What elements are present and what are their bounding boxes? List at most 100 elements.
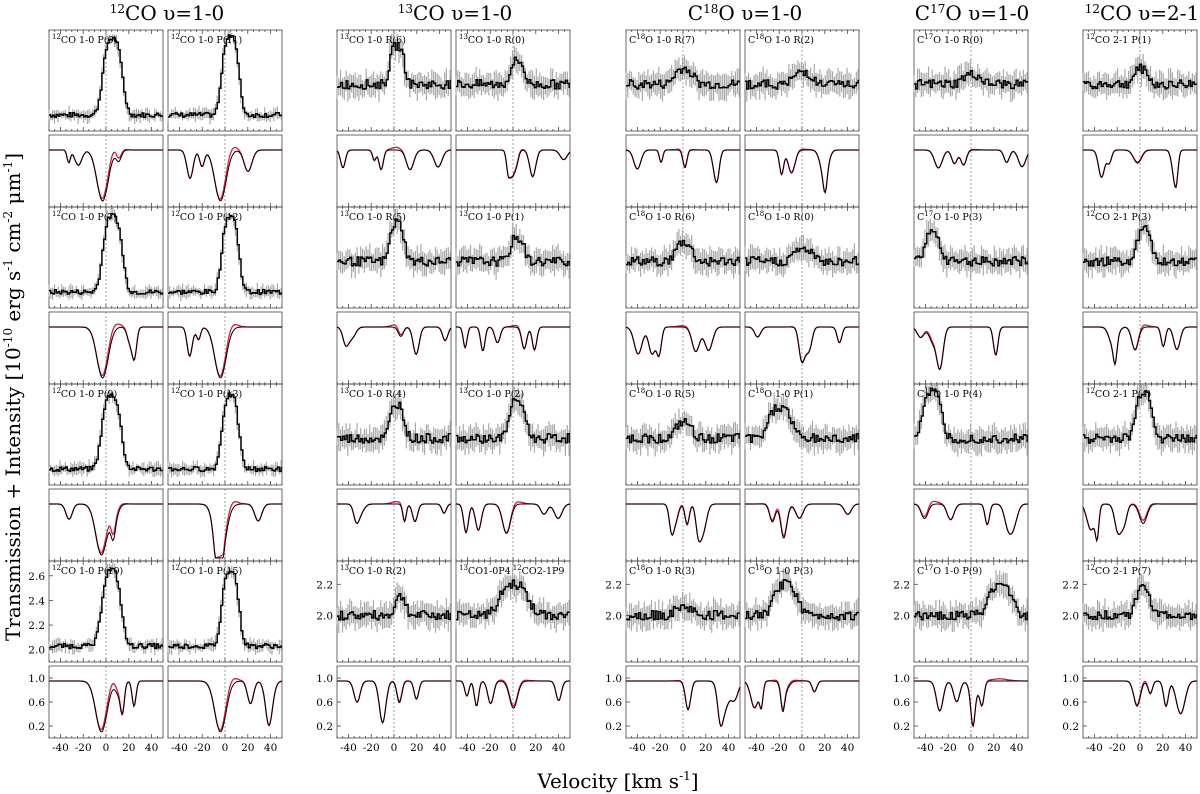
x-tick-label: 40 — [722, 742, 735, 754]
panel-3-1: 13CO 1-0 P(1) — [455, 206, 571, 385]
intensity-spectrum — [1083, 63, 1197, 90]
intensity-error-bars — [744, 568, 859, 632]
transmission-observed-line — [168, 149, 282, 202]
panel-label: C17O 1-0 P(4) — [917, 387, 982, 400]
intensity-spectrum — [168, 34, 282, 119]
transmission-observed-line — [456, 149, 571, 179]
intensity-error-bars — [744, 392, 859, 456]
x-tick-label: 40 — [433, 742, 446, 754]
panel-label: 12CO 1-0 P(11) — [171, 33, 242, 46]
transmission-tick-label: 0.6 — [893, 697, 910, 709]
panel-label: 13CO 1-0 P(1) — [459, 210, 524, 223]
intensity-spectrum — [337, 593, 451, 621]
x-tick-label: -40 — [459, 742, 476, 754]
panel-2-0: 13CO 1-0 R(6) — [336, 29, 452, 208]
panel-1-0: 12CO 1-0 P(11) — [167, 29, 283, 208]
intensity-tick-label: 2.0 — [893, 610, 910, 622]
transmission-observed-line — [336, 149, 451, 171]
x-tick-label: 20 — [241, 742, 254, 754]
intensity-tick-label: 2.6 — [28, 571, 45, 583]
panel-5-2: C18O 1-0 P(1) — [744, 383, 860, 562]
x-tick-label: 40 — [145, 742, 158, 754]
intensity-error-bars — [913, 570, 1028, 633]
panel-label: 13CO1-0P4 12CO2-1P9 — [459, 564, 564, 577]
x-tick-label: 20 — [699, 742, 712, 754]
transmission-observed-line — [1082, 503, 1197, 543]
panel-label: C18O 1-0 R(7) — [629, 33, 695, 46]
intensity-spectrum — [626, 417, 740, 444]
panel-grid: 12CO 1-0 P(6) 12CO 1-0 P(11) 12CO 1-0 P(7)… — [28, 29, 1198, 754]
intensity-spectrum — [168, 215, 282, 296]
transmission-observed-line — [168, 503, 282, 559]
transmission-observed-line — [913, 326, 1028, 371]
x-tick-label: 20 — [529, 742, 542, 754]
x-tick-label: 40 — [264, 742, 277, 754]
panel-label: 13CO 1-0 R(0) — [459, 33, 525, 46]
intensity-error-bars — [625, 55, 740, 102]
transmission-tick-label: 0.6 — [1062, 697, 1079, 709]
x-tick-label: 40 — [552, 742, 565, 754]
panel-3-3: 13CO1-0P4 12CO2-1P9 -40 -20 0 20 40 — [455, 560, 571, 754]
panel-label: 12CO 1-0 P(12) — [171, 210, 242, 223]
group-title-2: C18O υ=1-0 — [688, 1, 802, 25]
panel-label: C18O 1-0 R(6) — [629, 210, 695, 223]
transmission-tick-label: 0.2 — [1062, 721, 1079, 733]
x-tick-label: -40 — [629, 742, 646, 754]
panel-4-1: C18O 1-0 R(6) — [625, 206, 741, 385]
x-tick-label: -40 — [1086, 742, 1103, 754]
transmission-tick-label: 0.2 — [28, 721, 45, 733]
transmission-observed-line — [1083, 149, 1197, 188]
panel-label: 13CO 1-0 R(4) — [340, 387, 406, 400]
x-tick-label: -40 — [340, 742, 357, 754]
transmission-tick-label: 0.2 — [893, 721, 910, 733]
x-tick-label: -20 — [940, 742, 957, 754]
intensity-error-bars — [167, 212, 282, 302]
x-tick-label: -20 — [363, 742, 380, 754]
intensity-spectrum — [745, 578, 859, 621]
transmission-observed-line — [1083, 326, 1197, 366]
intensity-tick-label: 2.4 — [28, 595, 45, 607]
panel-label: 13CO 1-0 R(5) — [340, 210, 406, 223]
intensity-spectrum — [49, 213, 163, 295]
transmission-observed-line — [1083, 680, 1197, 715]
intensity-spectrum — [49, 36, 163, 119]
intensity-spectrum — [1083, 583, 1197, 621]
transmission-observed-line — [626, 503, 740, 543]
panel-4-0: C18O 1-0 R(7) — [625, 29, 741, 208]
transmission-tick-label: 1.0 — [605, 673, 622, 685]
panel-label: 12CO 2-1 P(4) — [1086, 387, 1151, 400]
intensity-error-bars — [455, 222, 570, 280]
group-title-1: 13CO υ=1-0 — [398, 1, 512, 25]
intensity-spectrum — [914, 229, 1028, 267]
x-tick-label: 20 — [1156, 742, 1169, 754]
panel-label: 13CO 1-0 R(2) — [340, 564, 406, 577]
intensity-tick-label: 2.2 — [893, 579, 910, 591]
transmission-observed-line — [456, 503, 571, 534]
x-tick-label: -20 — [652, 742, 669, 754]
panel-label: 12CO 2-1 P(3) — [1086, 210, 1151, 223]
x-tick-label: 0 — [799, 742, 806, 754]
x-tick-label: -20 — [194, 742, 211, 754]
intensity-error-bars — [48, 34, 163, 125]
panel-7-1: 12CO 2-1 P(3) — [1082, 206, 1198, 385]
transmission-tick-label: 0.2 — [316, 721, 333, 733]
transmission-observed-line — [49, 503, 163, 556]
panel-label: C17O 1-0 P(3) — [917, 210, 982, 223]
panel-label: 13CO 1-0 P(2) — [459, 387, 524, 400]
panel-label: C18O 1-0 R(2) — [748, 33, 814, 46]
intensity-tick-label: 2.2 — [316, 579, 333, 591]
x-tick-label: 0 — [680, 742, 687, 754]
panel-label: 12CO 2-1 P(7) — [1086, 564, 1151, 577]
transmission-observed-line — [49, 680, 163, 733]
panel-6-1: C17O 1-0 P(3) — [913, 206, 1029, 385]
intensity-error-bars — [913, 218, 1028, 280]
panel-label: C17O 1-0 R(0) — [917, 33, 983, 46]
transmission-observed-line — [913, 503, 1028, 535]
panel-label: 12CO 1-0 P(10) — [52, 564, 123, 577]
group-title-0: 12CO υ=1-0 — [110, 1, 224, 25]
transmission-model-line — [745, 503, 859, 537]
x-tick-label: 0 — [391, 742, 398, 754]
intensity-error-bars — [167, 388, 282, 478]
panel-label: 12CO 1-0 P(9) — [52, 387, 117, 400]
x-tick-label: 20 — [410, 742, 423, 754]
